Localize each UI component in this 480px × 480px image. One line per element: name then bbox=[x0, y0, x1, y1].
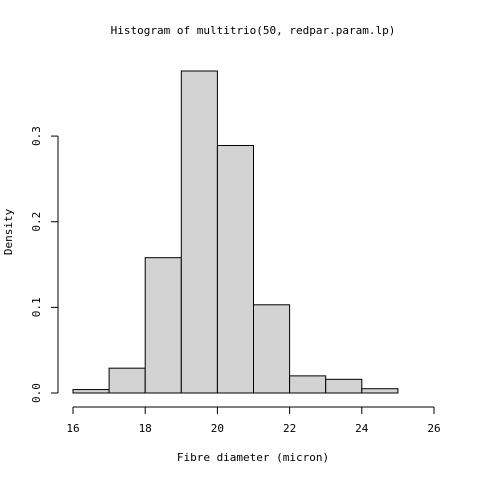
bars-group bbox=[72, 70, 399, 394]
histogram-bar bbox=[72, 389, 110, 394]
histogram-bar bbox=[361, 388, 399, 394]
x-tick-label: 26 bbox=[427, 422, 440, 435]
y-tick-label: 0.1 bbox=[30, 297, 43, 317]
x-tick-label: 20 bbox=[211, 422, 224, 435]
x-axis: 16 18 20 22 24 26 bbox=[66, 406, 441, 435]
histogram-bar bbox=[325, 378, 363, 394]
x-tick-label: 16 bbox=[66, 422, 79, 435]
histogram-bar bbox=[216, 145, 254, 394]
x-axis-label: Fibre diameter (micron) bbox=[177, 451, 329, 464]
y-tick-label: 0.0 bbox=[30, 383, 43, 403]
chart-title: Histogram of multitrio(50, redpar.param.… bbox=[111, 24, 396, 37]
histogram-bar bbox=[144, 257, 182, 394]
y-tick-label: 0.2 bbox=[30, 212, 43, 232]
y-axis: 0.0 0.1 0.2 0.3 bbox=[30, 126, 59, 403]
x-tick-label: 24 bbox=[355, 422, 369, 435]
x-tick-label: 22 bbox=[283, 422, 296, 435]
x-tick-label: 18 bbox=[139, 422, 152, 435]
histogram-bar bbox=[289, 375, 327, 394]
histogram-bar bbox=[180, 70, 218, 394]
histogram-bar bbox=[108, 367, 146, 394]
y-tick-label: 0.3 bbox=[30, 126, 43, 146]
y-axis-label: Density bbox=[2, 208, 15, 255]
histogram-bar bbox=[253, 304, 291, 394]
